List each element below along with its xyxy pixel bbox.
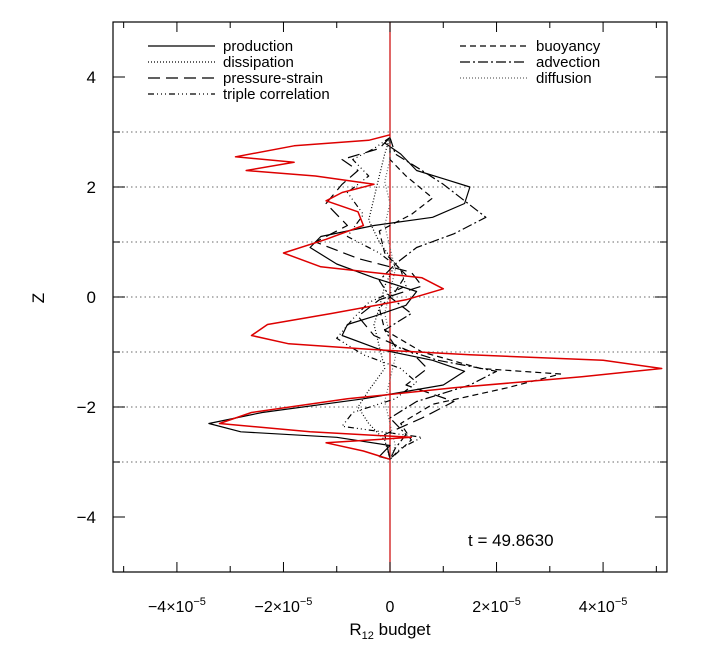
y-tick-labels: 4 2 0 −2 −4 [77,68,96,527]
annotation: t = 49.8630 [468,531,554,550]
legend: productiondissipationpressure-straintrip… [148,38,601,103]
x-tick-label: −4×10−5 [148,596,206,616]
y-tick-label: 0 [87,288,96,307]
series-line-dissipation [357,137,396,460]
legend-label: triple correlation [223,86,330,103]
legend-label: buoyancy [536,38,601,55]
x-axis-label: R12 budget [349,620,431,642]
y-tick-label: −4 [77,508,96,527]
series-layer [208,134,663,461]
legend-label: production [223,38,293,55]
series-line-buoyancy [378,137,562,460]
x-tick-labels: −4×10−5 −2×10−5 0 2×10−5 4×10−5 [148,596,627,616]
axis-ticks [113,21,667,573]
y-tick-label: 4 [87,68,96,87]
y-axis-label: Z [29,293,48,303]
legend-label: dissipation [223,54,294,71]
y-tick-label: −2 [77,398,96,417]
series-line-advection [378,137,498,460]
series-line-red [218,134,663,461]
x-axis-label-sub: 12 [362,630,374,642]
x-axis-label-main: R [349,620,361,639]
series-line-production [208,137,471,460]
y-tick-label: 2 [87,178,96,197]
legend-label: advection [536,54,600,71]
x-tick-label: 4×10−5 [579,596,628,616]
series-line-diffusion [384,137,396,460]
legend-label: diffusion [536,70,592,87]
series-line-pressure-strain [314,137,455,460]
x-tick-label: −2×10−5 [254,596,312,616]
legend-label: pressure-strain [223,70,323,87]
x-axis-label-tail: budget [374,620,431,639]
x-tick-label: 2×10−5 [472,596,521,616]
x-tick-label: 0 [386,599,395,616]
